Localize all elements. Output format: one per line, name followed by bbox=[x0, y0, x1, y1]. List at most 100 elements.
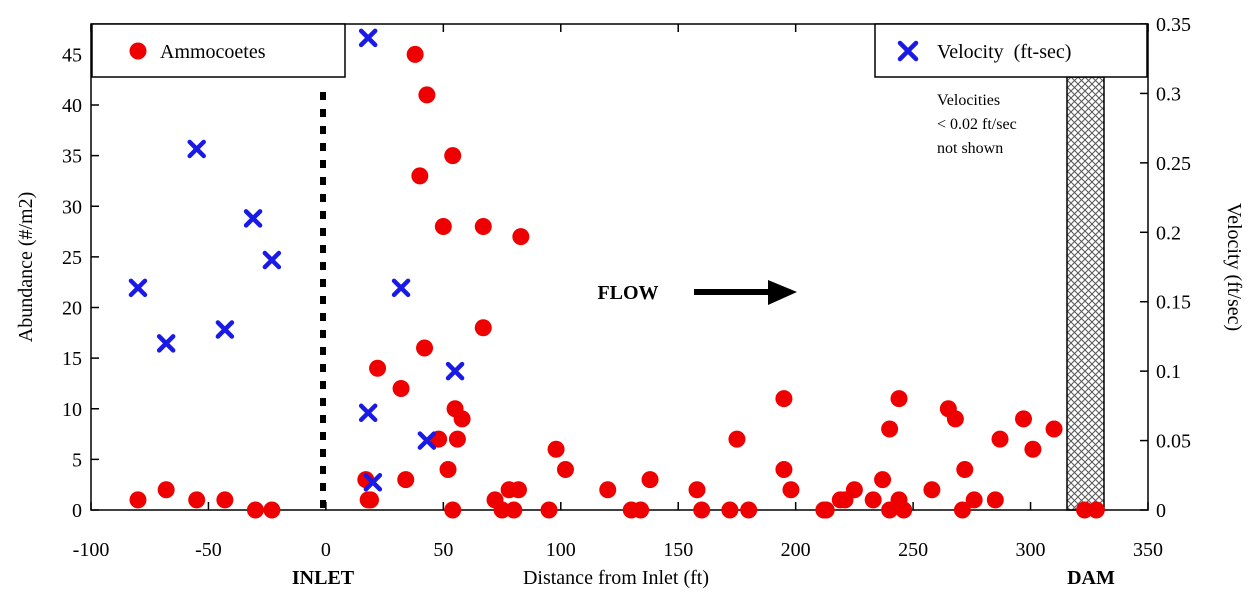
inlet-label: INLET bbox=[292, 567, 355, 589]
ammocoetes-point bbox=[775, 390, 793, 408]
y-tick-label: 30 bbox=[62, 196, 82, 218]
velocity-point bbox=[391, 278, 411, 298]
legend-velocity-label: Velocity (ft-sec) bbox=[937, 41, 1071, 63]
ammocoetes-point bbox=[775, 461, 793, 478]
velocity-point bbox=[417, 431, 437, 450]
legend-circle-icon bbox=[129, 42, 147, 60]
ammocoetes-series bbox=[129, 45, 1105, 519]
ammocoetes-point bbox=[556, 461, 574, 478]
ammocoetes-point bbox=[416, 339, 434, 357]
x-tick-label: 250 bbox=[898, 539, 928, 561]
dam-structure bbox=[1066, 76, 1105, 511]
x-tick-label: 150 bbox=[663, 539, 693, 561]
ammocoetes-point bbox=[157, 481, 175, 499]
x-tick-label: 300 bbox=[1016, 539, 1046, 561]
ammocoetes-point bbox=[693, 501, 711, 519]
y2-tick-label: 0.3 bbox=[1156, 83, 1181, 105]
ammocoetes-point bbox=[991, 430, 1009, 448]
velocity-note-line-3: not shown bbox=[937, 140, 1003, 157]
ammocoetes-point bbox=[817, 501, 835, 519]
velocity-point bbox=[358, 403, 378, 423]
y-tick-label: 20 bbox=[62, 298, 82, 320]
ammocoetes-point bbox=[474, 218, 492, 235]
ammocoetes-point bbox=[740, 501, 758, 519]
y2-tick-label: 0 bbox=[1156, 500, 1166, 522]
velocity-point bbox=[445, 361, 465, 381]
y2-tick-label: 0.25 bbox=[1156, 153, 1191, 175]
y-tick-label: 35 bbox=[62, 146, 82, 168]
y-tick-label: 5 bbox=[72, 449, 82, 471]
y2-tick-label: 0.1 bbox=[1156, 361, 1181, 383]
flow-arrow-icon bbox=[694, 280, 797, 305]
x-tick-label: 0 bbox=[321, 539, 331, 561]
velocity-point bbox=[262, 250, 282, 270]
ammocoetes-point bbox=[632, 501, 650, 519]
ammocoetes-point bbox=[493, 501, 511, 519]
ammocoetes-point bbox=[540, 501, 558, 519]
velocity-note-line-1: Velocities bbox=[937, 92, 1000, 109]
ammocoetes-point bbox=[946, 410, 964, 428]
ammocoetes-point bbox=[392, 380, 410, 397]
ammocoetes-point bbox=[509, 481, 527, 499]
ammocoetes-point bbox=[923, 481, 941, 499]
x-tick-label: 100 bbox=[546, 539, 576, 561]
ammocoetes-point bbox=[895, 501, 913, 519]
velocity-point bbox=[363, 472, 383, 492]
velocity-point bbox=[243, 209, 263, 228]
ammocoetes-point bbox=[418, 86, 436, 104]
legend-ammocoetes-label: Ammocoetes bbox=[160, 41, 266, 63]
ammocoetes-point bbox=[1024, 440, 1042, 458]
velocity-point bbox=[215, 320, 235, 339]
ammocoetes-point bbox=[1087, 501, 1105, 519]
y-tick-label: 0 bbox=[72, 500, 82, 522]
ammocoetes-point bbox=[864, 491, 882, 509]
ammocoetes-point bbox=[845, 481, 863, 499]
dam-label: DAM bbox=[1067, 567, 1115, 589]
ammocoetes-point bbox=[1015, 410, 1033, 428]
plot-area bbox=[90, 23, 1149, 511]
ammocoetes-point bbox=[512, 228, 530, 246]
ammocoetes-point bbox=[547, 440, 565, 458]
ammocoetes-point bbox=[453, 410, 471, 428]
legend-ammocoetes: Ammocoetes bbox=[91, 23, 346, 78]
y-tick-label: 45 bbox=[62, 44, 82, 66]
ammocoetes-point bbox=[444, 501, 462, 519]
y2-tick-label: 0.35 bbox=[1156, 14, 1191, 36]
y-tick-label: 40 bbox=[62, 95, 82, 117]
legend-x-icon bbox=[897, 40, 919, 62]
ammocoetes-point bbox=[890, 390, 908, 408]
y2-tick-label: 0.2 bbox=[1156, 222, 1181, 244]
ammocoetes-point bbox=[956, 461, 974, 478]
ammocoetes-point bbox=[688, 481, 706, 499]
velocity-point bbox=[358, 28, 378, 48]
x-tick-label: -100 bbox=[73, 539, 110, 561]
flow-label: FLOW bbox=[597, 282, 658, 304]
ammocoetes-point bbox=[362, 491, 380, 509]
ammocoetes-point bbox=[397, 471, 415, 489]
ammocoetes-point bbox=[129, 491, 147, 509]
ammocoetes-point bbox=[1045, 420, 1063, 438]
ammocoetes-point bbox=[965, 491, 983, 509]
y-axis-label: Abundance (#/m2) bbox=[15, 192, 37, 343]
x-tick-label: 50 bbox=[433, 539, 453, 561]
ammocoetes-point bbox=[986, 491, 1004, 509]
x-tick-label: -50 bbox=[195, 539, 222, 561]
ammocoetes-point bbox=[728, 430, 746, 448]
velocity-series bbox=[128, 28, 465, 492]
ammocoetes-point bbox=[439, 461, 457, 478]
y2-axis-label: Velocity (ft/sec) bbox=[1223, 203, 1245, 331]
velocity-point bbox=[128, 278, 148, 298]
ammocoetes-point bbox=[782, 481, 800, 499]
ammocoetes-point bbox=[474, 319, 492, 337]
y2-tick-label: 0.15 bbox=[1156, 292, 1191, 314]
ammocoetes-point bbox=[434, 218, 452, 235]
legend-velocity: Velocity (ft-sec) bbox=[874, 23, 1148, 78]
ammocoetes-point bbox=[263, 501, 281, 519]
ammocoetes-point bbox=[953, 501, 971, 519]
y-axis-right: 0 0.05 0.1 0.15 0.2 0.25 0.3 0.35 bbox=[1140, 14, 1191, 522]
ammocoetes-point bbox=[599, 481, 617, 499]
ammocoetes-point bbox=[188, 491, 206, 509]
ammocoetes-point bbox=[406, 45, 424, 63]
ammocoetes-point bbox=[411, 167, 429, 185]
